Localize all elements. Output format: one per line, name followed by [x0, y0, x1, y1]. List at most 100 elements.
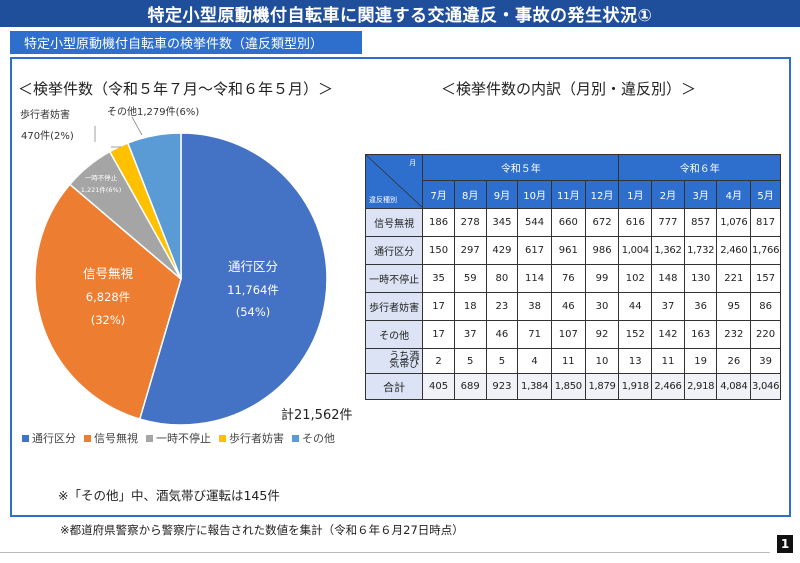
pie-heading: ＜検挙件数（令和５年７月～令和６年５月）＞ — [18, 80, 334, 98]
table-cell: 777 — [651, 207, 685, 238]
table-cell: 17 — [422, 320, 455, 350]
pie-total: 計21,562件 — [281, 408, 353, 423]
table-cell: 5 — [453, 348, 487, 375]
page-title: 特定小型原動機付自転車に関連する交通違反・事故の発生状況① — [0, 0, 800, 27]
table-cell: 1,362 — [651, 235, 685, 266]
table-cell: 1,076 — [716, 207, 752, 238]
legend-label: 通行区分 — [32, 432, 76, 445]
table-cell: 817 — [750, 207, 781, 238]
table-cell: 11 — [550, 348, 586, 375]
table-cell: 278 — [453, 207, 487, 238]
table-cell: 1,850 — [550, 373, 586, 400]
diagonal-line-icon — [366, 155, 422, 207]
row-label: 歩行者妨害 — [364, 292, 424, 322]
table-cell: 26 — [716, 348, 752, 375]
legend-swatch-icon — [22, 434, 29, 442]
monthly-table: 月 違反種別 令和５年 令和６年 7月 8月 9月 10月 11月 12月 1月 2月 3月 4月… — [364, 154, 781, 400]
sonota-label: その他1,279件(6%) — [107, 105, 199, 118]
table-cell: 39 — [750, 348, 781, 375]
month-header: 8月 — [453, 179, 487, 209]
legend-swatch-icon — [219, 434, 226, 442]
total-row-label: 合計 — [364, 373, 424, 400]
month-header: 10月 — [517, 179, 552, 209]
table-cell: 80 — [485, 264, 519, 294]
table-row: 一時不停止 35 59 80 114 76 99 102 148 130 221 157 — [364, 264, 781, 294]
legend-label: 信号無視 — [94, 432, 138, 445]
table-cell: 221 — [716, 264, 752, 294]
table-cell: 71 — [517, 320, 552, 350]
year-header: 令和６年 — [618, 154, 781, 181]
table-cell: 405 — [422, 373, 455, 400]
table-cell: 37 — [651, 292, 685, 322]
table-cell: 37 — [453, 320, 487, 350]
table-cell: 36 — [683, 292, 718, 322]
section-subtitle: 特定小型原動機付自転車の検挙件数（違反類型別） — [10, 31, 362, 54]
table-cell: 114 — [517, 264, 552, 294]
legend-item-sonota: その他 — [292, 430, 335, 446]
pie-slice-0 — [138, 132, 328, 426]
tsuko-name-label: 通行区分 — [228, 259, 278, 274]
table-cell: 30 — [584, 292, 620, 322]
table-cell: 11 — [651, 348, 685, 375]
table-cell: 857 — [683, 207, 718, 238]
table-cell: 163 — [683, 320, 718, 350]
row-label: 信号無視 — [364, 207, 424, 238]
table-cell: 19 — [683, 348, 718, 375]
table-cell: 38 — [517, 292, 552, 322]
table-cell: 220 — [750, 320, 781, 350]
hokousha-name-label: 歩行者妨害 — [20, 108, 70, 121]
table-cell: 18 — [453, 292, 487, 322]
pie-legend: 通行区分 信号無視 一時不停止 歩行者妨害 その他 — [22, 430, 335, 446]
table-cell: 1,879 — [584, 373, 620, 400]
shingo-pct-label: (32%) — [91, 313, 126, 327]
pie-slice-4 — [126, 132, 182, 280]
table-cell: 4,084 — [716, 373, 752, 400]
table-cell: 44 — [618, 292, 653, 322]
table-cell: 76 — [550, 264, 586, 294]
table-cell: 2,466 — [651, 373, 685, 400]
table-heading: ＜検挙件数の内訳（月別・違反別）＞ — [441, 80, 697, 98]
table-row: 信号無視 186 278 345 544 660 672 616 777 857 1,076 817 — [364, 207, 781, 238]
bottom-divider — [0, 552, 770, 553]
table-cell: 99 — [584, 264, 620, 294]
table-cell: 186 — [422, 207, 455, 238]
shingo-name-label: 信号無視 — [83, 266, 134, 281]
table-cell: 1,384 — [517, 373, 552, 400]
table-cell: 13 — [618, 348, 653, 375]
table-cell: 3,046 — [750, 373, 781, 400]
row-label: その他 — [364, 320, 424, 350]
table-cell: 429 — [485, 235, 519, 266]
table-row: その他 17 37 46 71 107 92 152 142 163 232 220 — [364, 320, 781, 350]
table-cell: 232 — [716, 320, 752, 350]
table-cell: 142 — [651, 320, 685, 350]
table-cell: 986 — [584, 235, 620, 266]
corner-type-label: 違反種別 — [369, 195, 397, 204]
table-cell: 2 — [422, 348, 455, 375]
table-cell: 923 — [485, 373, 519, 400]
month-header: 12月 — [584, 179, 620, 209]
tsuko-pct-label: (54%) — [236, 305, 271, 319]
table-cell: 92 — [584, 320, 620, 350]
year-header: 令和５年 — [422, 154, 620, 181]
table-cell: 544 — [517, 207, 552, 238]
table-cell: 2,918 — [683, 373, 718, 400]
table-cell: 961 — [550, 235, 586, 266]
month-header: 1月 — [618, 179, 653, 209]
page-number: 1 — [777, 535, 793, 553]
legend-item-ichiji: 一時不停止 — [146, 430, 211, 446]
table-cell: 660 — [550, 207, 586, 238]
table-cell: 95 — [716, 292, 752, 322]
sub-row-label-line: うち酒 — [389, 351, 420, 363]
hokousha-count-label: 470件(2%) — [21, 130, 74, 142]
table-row: 通行区分 150 297 429 617 961 986 1,004 1,362 1,732 2,4… — [364, 235, 781, 266]
legend-item-shingo: 信号無視 — [84, 430, 138, 446]
table-cell: 1,004 — [618, 235, 653, 266]
sonota-leader-line — [131, 116, 143, 136]
tsuko-count-label: 11,764件 — [227, 283, 279, 297]
legend-label: 歩行者妨害 — [229, 432, 284, 445]
table-cell: 107 — [550, 320, 586, 350]
row-label: 通行区分 — [364, 235, 424, 266]
month-header: 11月 — [550, 179, 586, 209]
table-cell: 150 — [422, 235, 455, 266]
month-header: 7月 — [422, 179, 455, 209]
